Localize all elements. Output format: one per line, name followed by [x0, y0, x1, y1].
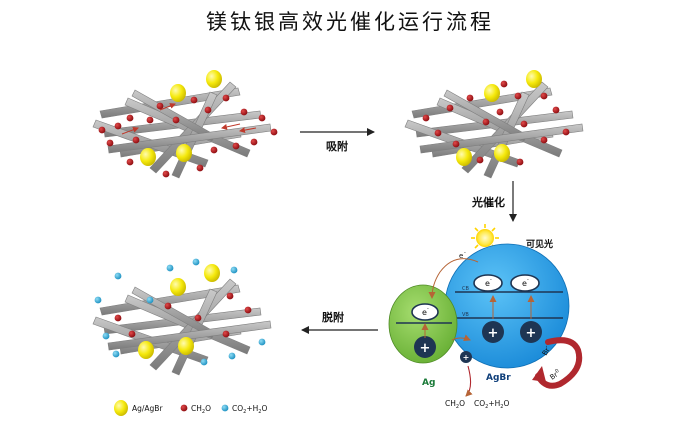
desorption-step: 脱附 [301, 310, 378, 334]
transfer-electron-label: e [459, 252, 463, 260]
br-zero-label: Br0 [548, 368, 562, 382]
adsorption-flow-arrows [121, 103, 257, 135]
svg-text:+: + [488, 326, 499, 341]
ag-electron: e - [411, 303, 439, 321]
cb-label: CB [462, 286, 469, 292]
agagbr-particles [140, 70, 222, 166]
ch2o-molecules [422, 80, 570, 166]
adsorption-label: 吸附 [326, 139, 348, 153]
legend-swatch-ch2o [180, 404, 188, 412]
legend-swatch-co2-h2o [221, 404, 229, 412]
agagbr-particles [138, 264, 220, 359]
agbr-hole: + [520, 321, 542, 343]
titanium-mesh-rods [92, 278, 272, 376]
svg-text:e: e [522, 279, 527, 288]
agbr-electron: e - [510, 274, 540, 292]
svg-text:+: + [526, 326, 537, 341]
ag-hole: + [414, 336, 436, 358]
legend-label-agagbr: Ag/AgBr [132, 404, 163, 413]
legend-label-co2-h2o: CO2+H2O [232, 404, 267, 415]
co2-h2o-molecules [94, 258, 266, 366]
agagbr-particles [456, 70, 542, 166]
panel-desorbed-mesh [92, 258, 272, 376]
legend-item-ch2o: CH2O [180, 404, 211, 415]
agbr-hole: + [482, 321, 504, 343]
photocatalysis-label: 光催化 [471, 195, 505, 209]
visible-light-label: 可见光 [526, 238, 553, 250]
svg-text:CH2O: CH2O [445, 399, 465, 410]
svg-text:e: e [422, 308, 427, 317]
ch2o-molecules [98, 94, 278, 178]
ag-label: Ag [422, 378, 435, 388]
svg-text:+: + [463, 353, 470, 362]
transfer-hole: + [460, 351, 472, 363]
reaction-equation: CH2O CO2+H2O [445, 399, 509, 410]
bromine-cycle: Br- Br0 [532, 337, 583, 389]
ch2o-molecules [114, 292, 252, 338]
svg-text:e: e [485, 279, 490, 288]
band-diagram: 可见光 CB VB e - e - + + [388, 224, 583, 410]
agbr-semiconductor [444, 243, 570, 369]
electron-transfer-arrow [428, 258, 479, 299]
legend-swatch-agagbr [114, 400, 128, 416]
legend-item-agagbr: Ag/AgBr [114, 400, 163, 416]
bromine-cycle-arrow [535, 337, 583, 389]
legend-label-ch2o: CH2O [191, 404, 211, 415]
agbr-electron: e - [473, 274, 503, 292]
svg-text:-: - [490, 277, 492, 283]
legend-item-co2-h2o: CO2+H2O [221, 404, 267, 415]
panel-adsorbed-mesh [404, 70, 584, 179]
br-minus-label: Br- [540, 344, 553, 357]
svg-text:-: - [527, 277, 529, 283]
photocatalysis-step: 光催化 [471, 181, 517, 222]
agbr-label: AgBr [486, 373, 511, 383]
desorption-label: 脱附 [322, 310, 344, 324]
svg-text:-: - [427, 306, 429, 312]
adsorption-step: 吸附 [300, 128, 375, 153]
svg-text:CO2+H2O: CO2+H2O [474, 399, 509, 410]
oxidation-arrow [465, 365, 473, 397]
svg-text:-: - [464, 250, 466, 256]
titanium-mesh-rods [404, 81, 584, 179]
svg-text:+: + [420, 341, 431, 356]
page-title: 镁钛银高效光催化运行流程 [206, 10, 494, 34]
hole-transfer-arrow [451, 334, 471, 342]
panel-initial-mesh [92, 70, 278, 179]
legend: Ag/AgBr CH2O CO2+H2O [114, 400, 267, 416]
vb-label: VB [462, 312, 469, 318]
